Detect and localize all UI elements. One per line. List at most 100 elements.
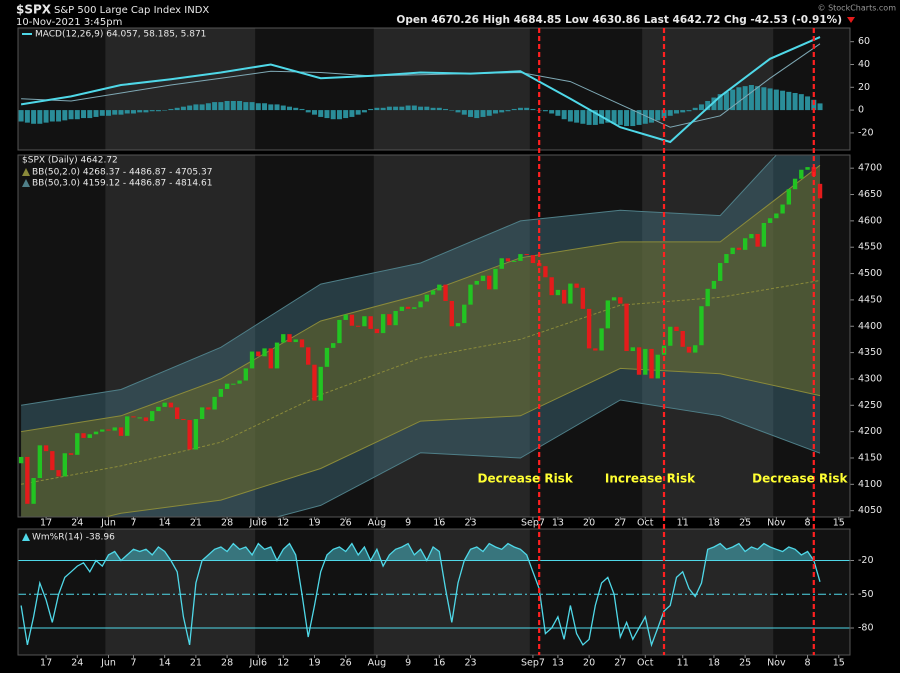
histogram-bar xyxy=(792,92,798,111)
histogram-bar xyxy=(37,110,43,124)
histogram-bar xyxy=(705,100,711,111)
x-tick-label: 17 xyxy=(40,658,52,669)
histogram-bar xyxy=(542,110,548,112)
plot-border xyxy=(17,154,851,518)
x-tick-label: 21 xyxy=(190,518,202,529)
legend-swatch xyxy=(22,533,30,541)
histogram-bar xyxy=(168,108,174,111)
histogram-bar xyxy=(49,110,55,122)
legend-swatch xyxy=(22,179,30,187)
histogram-bar xyxy=(505,110,511,112)
plot-border xyxy=(17,27,851,151)
candle-body xyxy=(618,297,623,304)
candle-body xyxy=(761,222,767,247)
histogram-bar xyxy=(31,110,37,124)
candle-body xyxy=(137,417,142,419)
candle-body xyxy=(231,383,236,385)
histogram-bar xyxy=(586,110,592,125)
candle-body xyxy=(455,323,461,327)
plot-area xyxy=(18,36,823,144)
x-tick-label: 27 xyxy=(614,658,626,669)
candle-body xyxy=(224,383,230,389)
candle-body xyxy=(580,287,586,309)
candle-body xyxy=(355,325,361,327)
y-tick-label: 4200 xyxy=(858,426,882,437)
x-tick-label: 11 xyxy=(677,658,689,669)
candle-body xyxy=(75,433,80,455)
candle-body xyxy=(412,307,417,309)
candle-body xyxy=(755,234,760,247)
y-tick-label: 40 xyxy=(858,59,870,70)
candle-body xyxy=(505,258,511,262)
histogram-bar xyxy=(212,102,218,111)
candle-body xyxy=(368,316,373,329)
histogram-bar xyxy=(443,108,449,111)
candle-body xyxy=(18,456,24,464)
candle-body xyxy=(399,306,405,311)
candle-body xyxy=(331,343,336,348)
x-tick-label: Oct xyxy=(637,518,654,529)
histogram-bar xyxy=(249,102,255,111)
x-tick-label: 23 xyxy=(464,518,476,529)
histogram-bar xyxy=(805,96,811,111)
candle-body xyxy=(655,354,660,379)
x-tick-label: 24 xyxy=(71,658,83,669)
histogram-bar xyxy=(574,110,580,123)
histogram-bar xyxy=(780,90,786,111)
histogram-bar xyxy=(174,107,180,111)
histogram-bar xyxy=(748,85,754,111)
histogram-bar xyxy=(798,94,804,111)
band-line-lower3 xyxy=(274,399,821,517)
histogram-bar xyxy=(130,110,136,114)
x-tick-label: 9 xyxy=(405,658,411,669)
candle-body xyxy=(742,238,748,250)
y-tick-label: -80 xyxy=(858,623,874,634)
plot-border xyxy=(17,528,851,656)
band-line-lower2 xyxy=(103,367,821,517)
candle-body xyxy=(811,167,816,177)
histogram-bar xyxy=(742,86,748,111)
histogram-bar xyxy=(368,108,374,111)
candle-body xyxy=(374,328,380,334)
candle-body xyxy=(162,402,167,407)
x-tick-label: 28 xyxy=(221,518,233,529)
x-tick-label: Sep7 xyxy=(521,518,545,529)
candle-body xyxy=(249,351,255,369)
histogram-bar xyxy=(199,104,205,111)
candle-body xyxy=(424,294,430,302)
candle-body xyxy=(599,328,604,351)
panel-williams: -80 -50 -20 Wm%R(14) -38.96 xyxy=(17,528,874,656)
candle-body xyxy=(437,284,442,291)
histogram-bar xyxy=(667,110,673,116)
candle-body xyxy=(56,470,61,477)
x-tick-label: 28 xyxy=(221,658,233,669)
x-tick-label: 15 xyxy=(833,518,845,529)
histogram-bar xyxy=(74,110,80,120)
histogram-bar xyxy=(511,108,517,111)
histogram-bar xyxy=(280,105,286,111)
histogram-bar xyxy=(193,104,199,111)
x-tick-label: 14 xyxy=(159,518,171,529)
candle-body xyxy=(643,348,648,375)
histogram-bar xyxy=(561,110,567,120)
x-tick-label: 19 xyxy=(308,658,320,669)
candle-body xyxy=(668,326,673,346)
legend-label: Wm%R(14) -38.96 xyxy=(32,533,115,543)
histogram-bar xyxy=(474,110,480,119)
credit: © StockCharts.com xyxy=(818,4,897,13)
histogram-bar xyxy=(592,110,598,125)
x-tick-label: 21 xyxy=(190,658,202,669)
x-tick-label: 11 xyxy=(677,518,689,529)
histogram-bar xyxy=(405,105,411,111)
x-tick-label: 12 xyxy=(277,658,289,669)
histogram-bar xyxy=(230,100,236,111)
histogram-bar xyxy=(692,107,698,111)
legend-label: MACD(12,26,9) 64.057, 58.185, 5.871 xyxy=(35,30,206,40)
candle-body xyxy=(468,284,473,305)
candle-body xyxy=(736,247,742,250)
histogram-bar xyxy=(99,110,105,116)
histogram-bar xyxy=(736,87,742,111)
y-tick-label: 4650 xyxy=(858,189,882,200)
symbol: $SPX xyxy=(16,3,52,17)
